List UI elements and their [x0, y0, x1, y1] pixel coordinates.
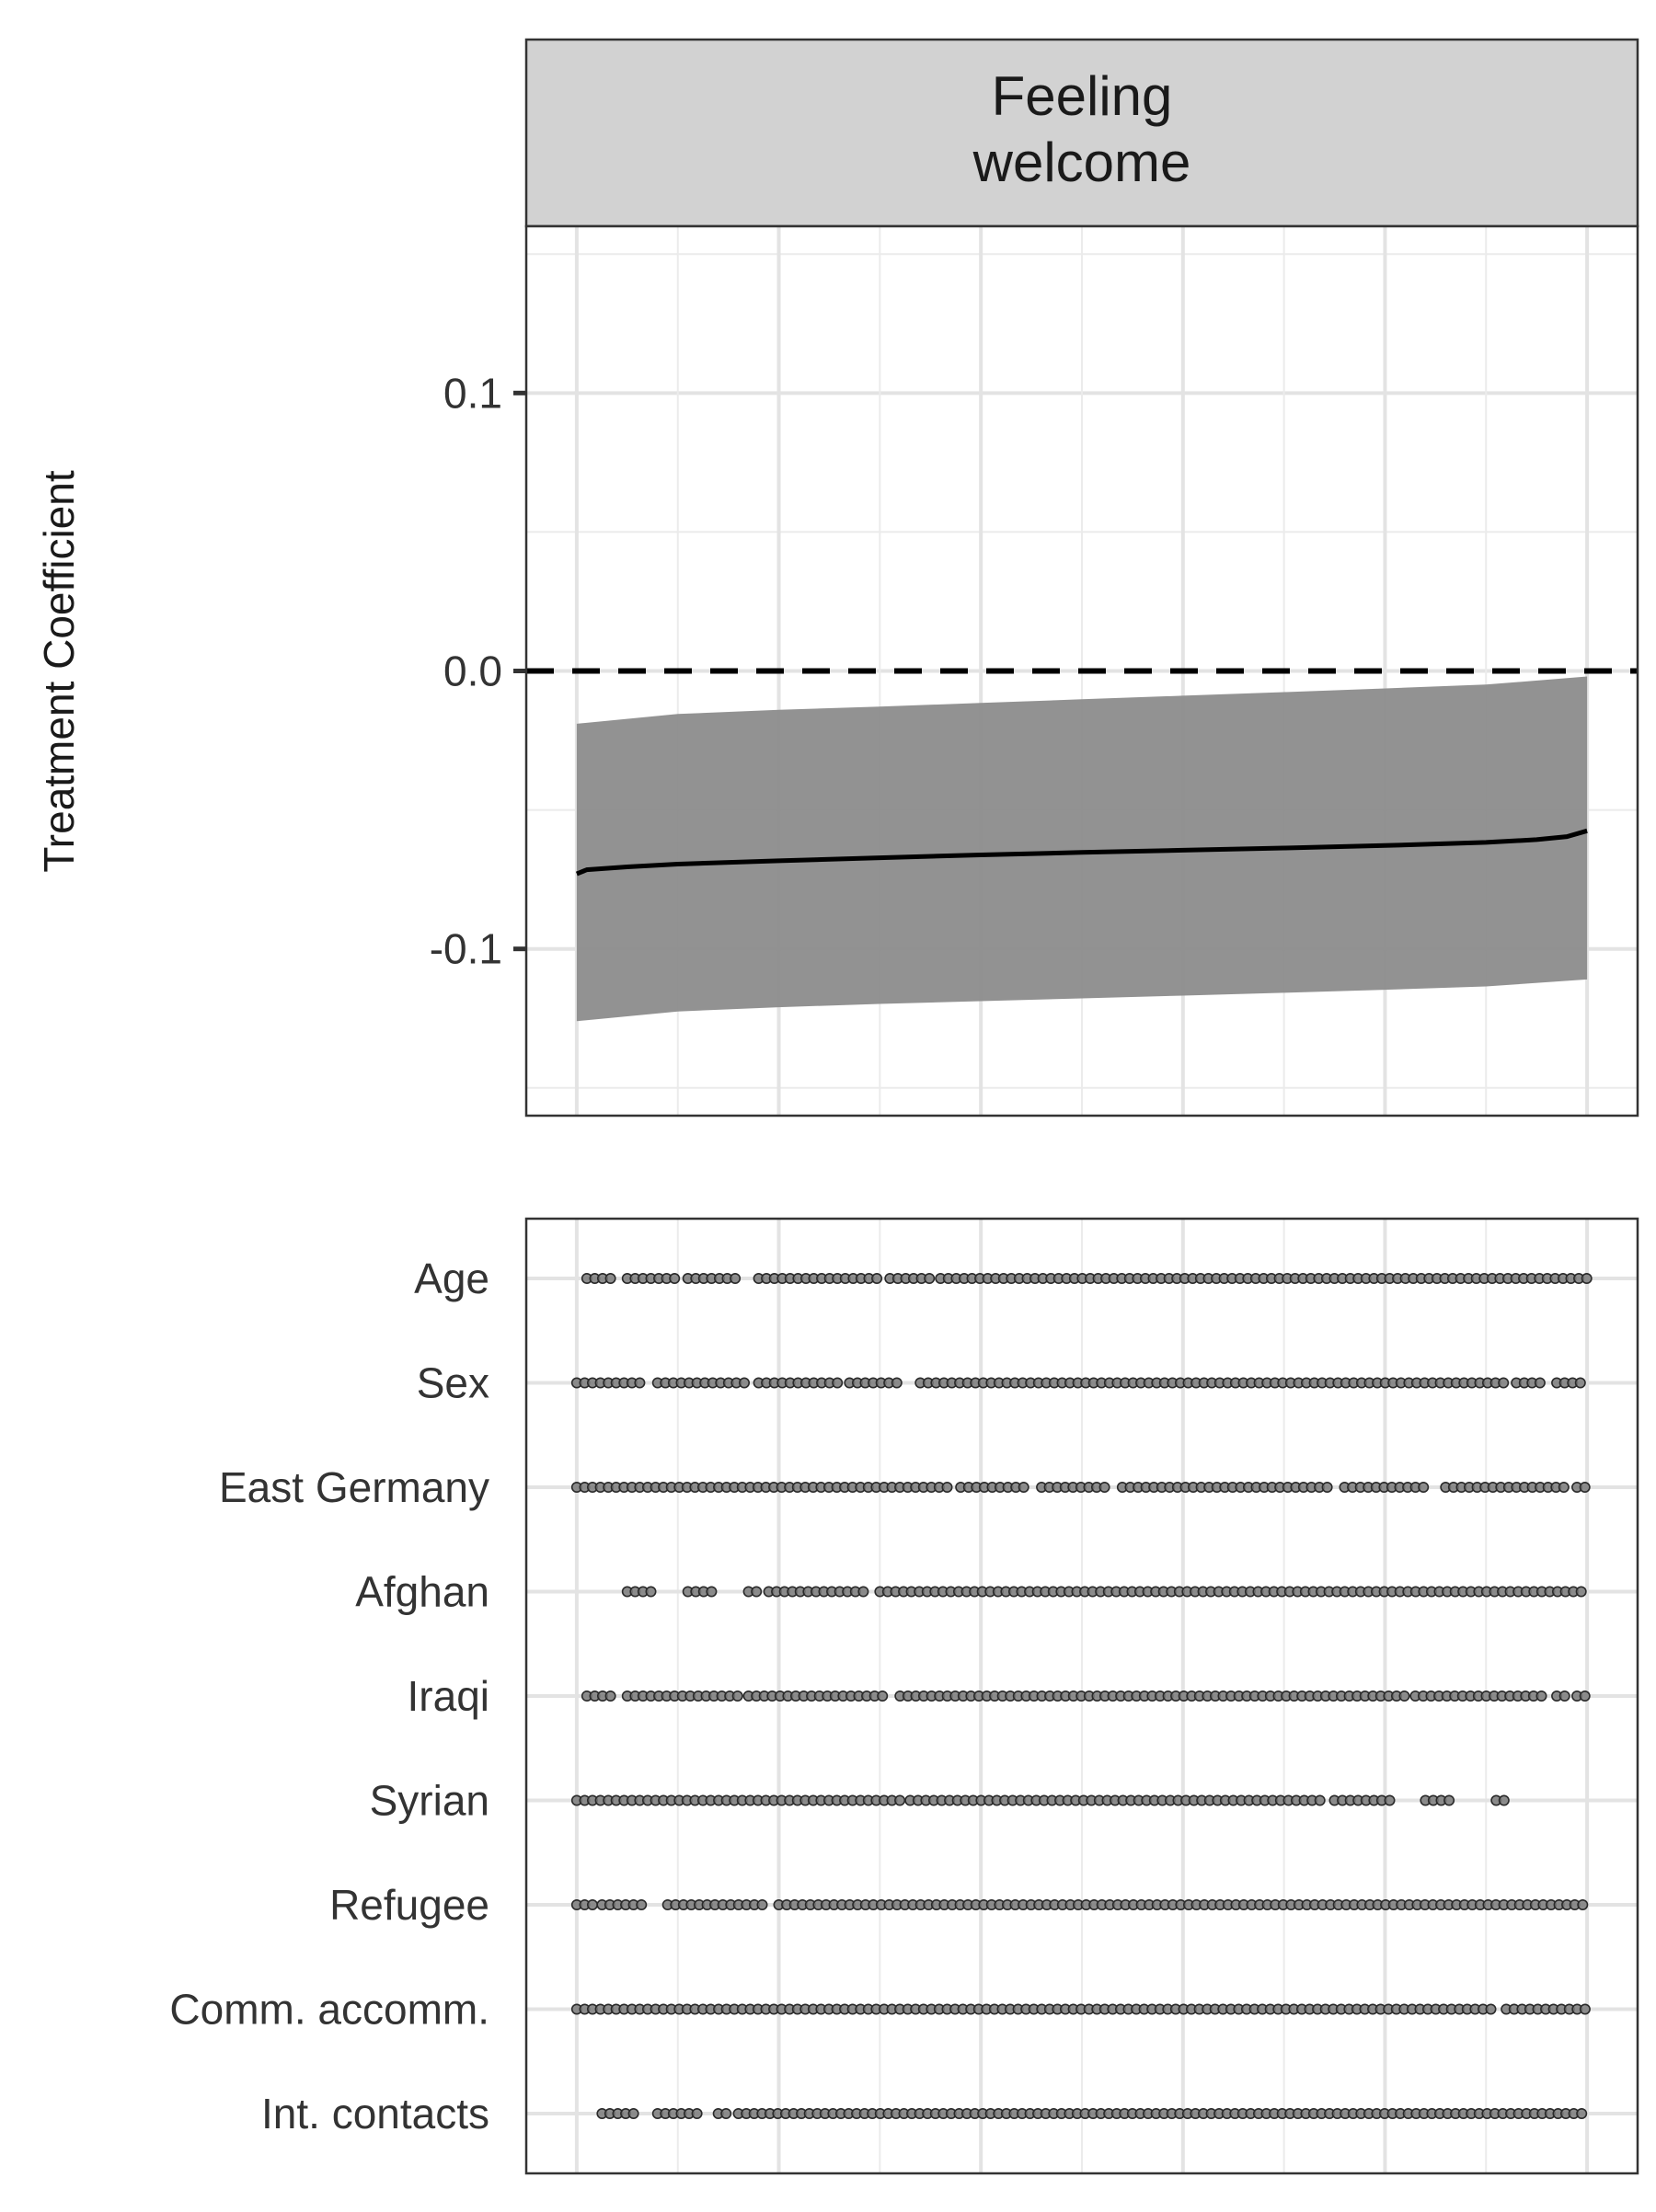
spec-point — [1321, 1482, 1333, 1494]
spec-point — [1535, 1691, 1547, 1702]
row-label: Iraqi — [408, 1672, 489, 1720]
specification-row-labels: Age Sex East Germany Afghan Iraqi Syrian Refug… — [169, 1255, 489, 2138]
spec-point — [1498, 1794, 1510, 1806]
spec-point — [1574, 1377, 1586, 1389]
row-label: Comm. accomm. — [169, 1986, 489, 2034]
spec-point — [1018, 1482, 1029, 1494]
facet-title-line: Feeling — [992, 65, 1173, 127]
spec-row-points — [570, 1794, 1510, 1806]
spec-point — [1384, 1794, 1396, 1806]
y-axis: 0.1 0.0 -0.1 — [430, 369, 526, 973]
spec-row-points — [621, 1586, 1587, 1598]
spec-point — [1443, 1794, 1455, 1806]
row-label: Age — [414, 1255, 489, 1302]
spec-point — [634, 1377, 646, 1389]
spec-point — [586, 1899, 598, 1911]
spec-point — [645, 1586, 657, 1598]
spec-point — [1558, 1482, 1570, 1494]
y-axis-title: Treatment Coefficient — [35, 470, 83, 872]
y-tick-label: 0.0 — [443, 648, 502, 695]
spec-point — [1418, 1482, 1430, 1494]
row-label: Int. contacts — [261, 2090, 489, 2138]
y-tick-label: -0.1 — [430, 925, 502, 973]
spec-point — [1576, 2108, 1588, 2120]
spec-row-points — [596, 2108, 1588, 2120]
spec-point — [731, 1691, 743, 1702]
specification-panel: Age Sex East Germany Afghan Iraqi Syrian Refug… — [169, 1217, 1639, 2175]
spec-point — [636, 1899, 648, 1911]
spec-row-points — [581, 1691, 1591, 1702]
spec-point — [604, 1691, 616, 1702]
y-tick-label: 0.1 — [443, 369, 502, 417]
coefficient-panel: 0.1 0.0 -0.1 — [430, 224, 1639, 1117]
spec-point — [756, 1899, 768, 1911]
confidence-band — [576, 676, 1588, 1022]
spec-point — [891, 1377, 903, 1389]
spec-row-points — [570, 2003, 1591, 2015]
spec-point — [1579, 1482, 1591, 1494]
spec-point — [1581, 1273, 1593, 1285]
spec-point — [706, 1586, 718, 1598]
spec-point — [691, 2108, 703, 2120]
spec-point — [1577, 1899, 1589, 1911]
spec-row-points — [570, 1482, 1591, 1494]
spec-point — [877, 1691, 889, 1702]
row-label: Sex — [417, 1359, 489, 1407]
spec-row-points — [581, 1273, 1593, 1285]
facet-strip: Feeling welcome — [524, 38, 1639, 228]
spec-point — [1558, 1691, 1570, 1702]
spec-point — [1485, 2003, 1497, 2015]
spec-point — [720, 2108, 732, 2120]
spec-point — [604, 1273, 616, 1285]
spec-point — [1398, 1691, 1410, 1702]
row-label: Afghan — [355, 1568, 489, 1616]
spec-point — [1579, 2003, 1591, 2015]
spec-point — [1579, 1691, 1591, 1702]
spec-point — [941, 1482, 953, 1494]
spec-point — [832, 1377, 844, 1389]
spec-point — [627, 2108, 639, 2120]
facet-title: Feeling welcome — [972, 65, 1191, 193]
spec-point — [894, 1794, 906, 1806]
spec-point — [1098, 1482, 1110, 1494]
spec-point — [730, 1273, 742, 1285]
spec-point — [669, 1273, 681, 1285]
spec-point — [1534, 1377, 1546, 1389]
spec-point — [738, 1377, 750, 1389]
spec-point — [871, 1273, 883, 1285]
row-label: Syrian — [370, 1777, 489, 1825]
spec-point — [1314, 1794, 1326, 1806]
spec-point — [751, 1586, 763, 1598]
specification-points — [570, 1273, 1593, 2120]
spec-point — [1575, 1586, 1587, 1598]
estimate-line — [575, 828, 1588, 877]
spec-point — [857, 1586, 869, 1598]
spec-point — [1498, 1377, 1510, 1389]
facet-title-line: welcome — [972, 132, 1191, 193]
row-label: Refugee — [329, 1881, 489, 1929]
row-label: East Germany — [219, 1463, 489, 1511]
spec-row-points — [570, 1377, 1586, 1389]
spec-point — [924, 1273, 936, 1285]
spec-row-points — [570, 1899, 1589, 1911]
